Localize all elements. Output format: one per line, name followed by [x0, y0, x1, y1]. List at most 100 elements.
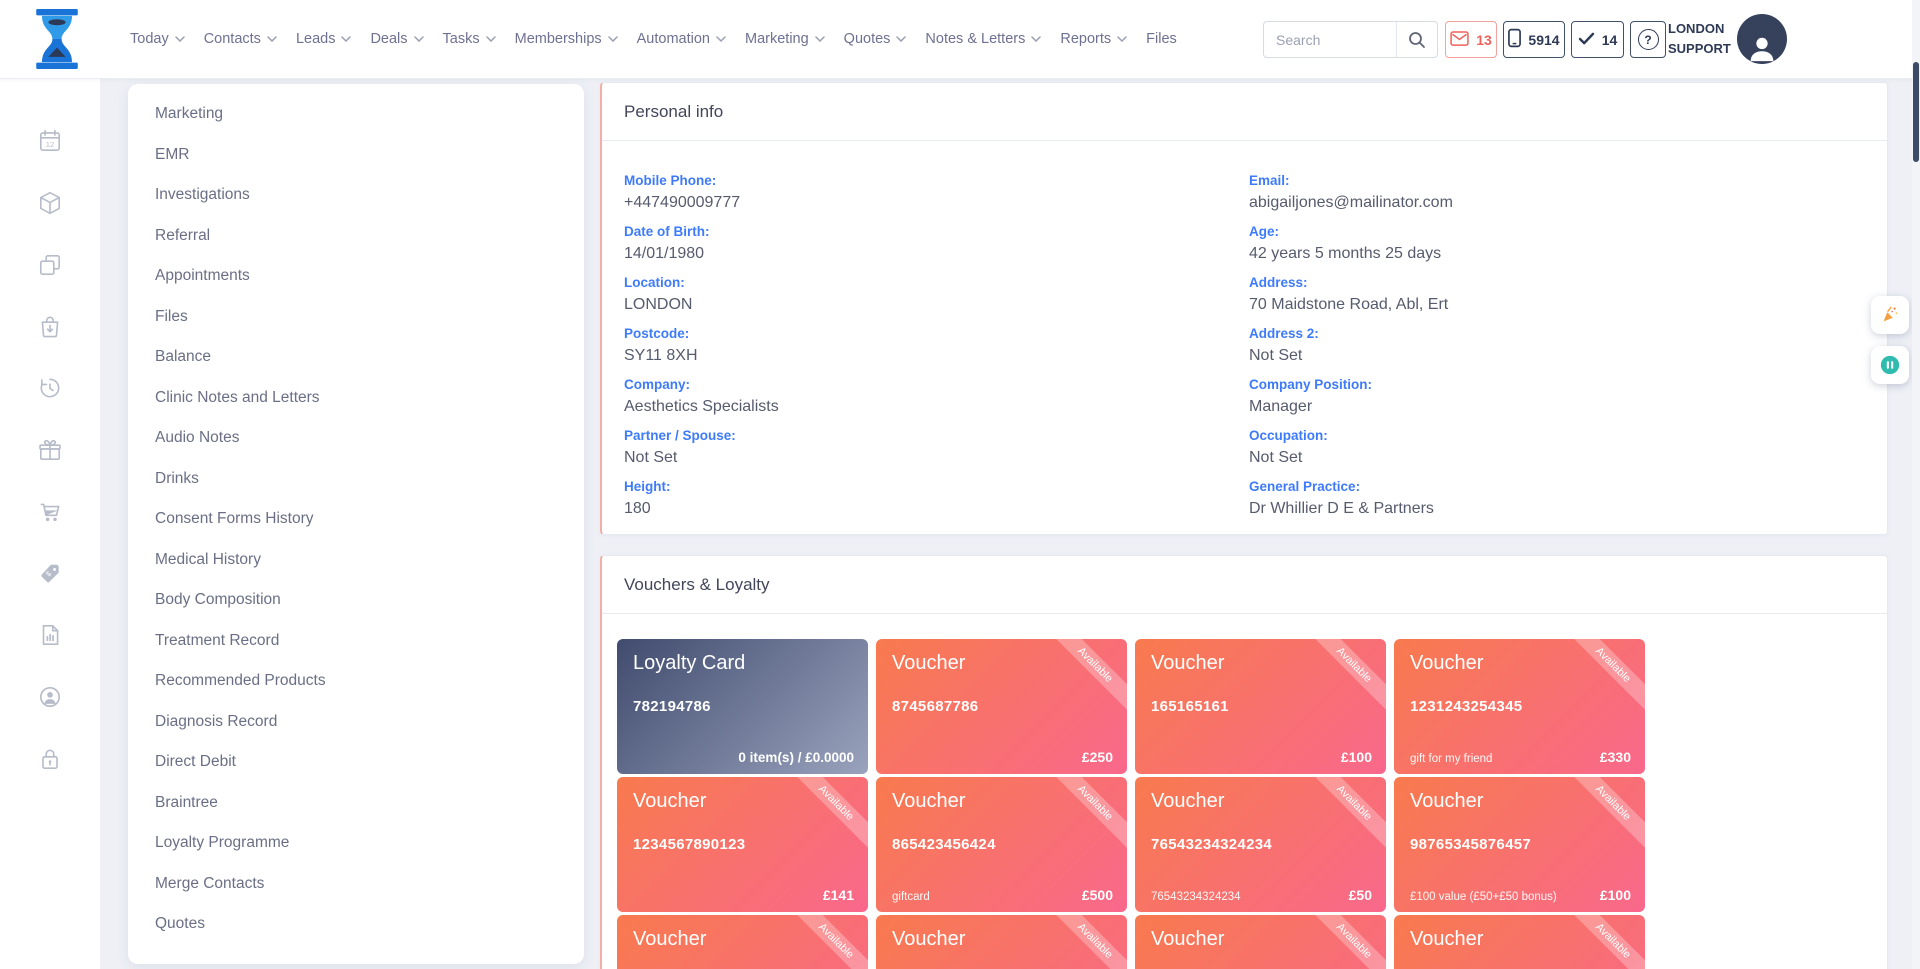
lock-icon[interactable] [37, 746, 63, 772]
nav-item-automation[interactable]: Automation [637, 31, 726, 47]
mail-icon [1450, 30, 1469, 49]
nav-item-quotes[interactable]: Quotes [844, 31, 907, 47]
avatar[interactable] [1737, 14, 1787, 64]
card-title: Voucher [892, 652, 966, 674]
question-mark-icon: ? [1637, 29, 1659, 50]
sidebar-item-medical-history[interactable]: Medical History [155, 550, 261, 568]
nav-item-tasks[interactable]: Tasks [443, 31, 496, 47]
card-number: 1231243254345 [1410, 698, 1523, 715]
card-title: Voucher [1410, 652, 1484, 674]
nav-item-today[interactable]: Today [130, 31, 185, 47]
sidebar-item-files[interactable]: Files [155, 307, 188, 325]
nav-item-marketing[interactable]: Marketing [745, 31, 825, 47]
voucher-card[interactable]: Voucher Available [876, 915, 1127, 969]
sidebar-item-drinks[interactable]: Drinks [155, 469, 199, 487]
help-button[interactable]: ? [1630, 21, 1666, 58]
field-label: General Practice: [1249, 479, 1361, 494]
tasks-done-badge[interactable]: 14 [1571, 21, 1624, 58]
sidebar-item-audio-notes[interactable]: Audio Notes [155, 429, 240, 447]
person-icon [1750, 37, 1774, 62]
sidebar-item-merge-contacts[interactable]: Merge Contacts [155, 874, 265, 892]
voucher-card[interactable]: Voucher 8745687786 Available £250 [876, 639, 1127, 774]
package-icon[interactable] [37, 190, 63, 216]
search-icon[interactable] [1396, 22, 1437, 57]
nav-item-files[interactable]: Files [1146, 31, 1177, 47]
price-tag-icon[interactable]: $ [37, 561, 63, 587]
sidebar-item-investigations[interactable]: Investigations [155, 186, 250, 204]
sidebar-item-appointments[interactable]: Appointments [155, 267, 250, 285]
card-amount: £250 [1081, 749, 1113, 765]
available-ribbon: Available [778, 915, 868, 969]
card-number: 782194786 [633, 698, 711, 715]
whats-new-button[interactable] [1871, 296, 1909, 334]
nav-item-contacts[interactable]: Contacts [204, 31, 277, 47]
chevron-down-icon [1031, 36, 1042, 42]
done-count: 14 [1601, 31, 1618, 48]
sidebar-item-clinic-notes-and-letters[interactable]: Clinic Notes and Letters [155, 388, 320, 406]
voucher-card[interactable]: Voucher Available [1135, 915, 1386, 969]
sidebar-item-marketing[interactable]: Marketing [155, 105, 224, 123]
sidebar-item-diagnosis-record[interactable]: Diagnosis Record [155, 712, 278, 730]
voucher-card[interactable]: Voucher 865423456424 Available giftcard £500 [876, 777, 1127, 912]
sidebar-item-treatment-record[interactable]: Treatment Record [155, 631, 280, 649]
voucher-card[interactable]: Voucher Available [617, 915, 868, 969]
nav-item-reports[interactable]: Reports [1060, 31, 1127, 47]
sidebar-item-direct-debit[interactable]: Direct Debit [155, 753, 236, 771]
account-icon[interactable] [37, 684, 63, 710]
nav-item-deals[interactable]: Deals [370, 31, 424, 47]
scrollbar-thumb[interactable] [1913, 62, 1919, 162]
voucher-card[interactable]: Voucher Available [1394, 915, 1645, 969]
calendar-icon[interactable]: 12 [37, 128, 63, 154]
sidebar-item-emr[interactable]: EMR [155, 145, 190, 163]
field-label: Company Position: [1249, 377, 1373, 392]
info-field-partner-spouse: Partner / Spouse: Not Set [624, 428, 1227, 468]
sidebar-item-loyalty-programme[interactable]: Loyalty Programme [155, 834, 290, 852]
shopping-bag-icon[interactable] [37, 313, 63, 339]
field-value: 14/01/1980 [624, 245, 705, 262]
info-field-address: Address: 70 Maidstone Road, Abl, Ert [1249, 275, 1887, 315]
field-label: Height: [624, 479, 671, 494]
nav-item-leads[interactable]: Leads [296, 31, 352, 47]
voucher-card[interactable]: Voucher 76543234324234 Available 7654323432… [1135, 777, 1386, 912]
card-number: 8745687786 [892, 698, 979, 715]
announcement-icon [1883, 306, 1898, 322]
sidebar-item-quotes[interactable]: Quotes [155, 915, 205, 933]
mail-badge[interactable]: 13 [1445, 21, 1497, 58]
personal-info-column-right: Email: abigailjones@mailinator.com Age: 42 … [1227, 173, 1887, 530]
svg-text:12: 12 [46, 140, 54, 149]
available-ribbon: Available [1296, 915, 1386, 969]
nav-item-memberships[interactable]: Memberships [515, 31, 618, 47]
report-icon[interactable] [37, 622, 63, 648]
chat-widget-button[interactable] [1871, 346, 1909, 384]
card-title: Voucher [892, 928, 966, 950]
card-note: £100 value (£50+£50 bonus) [1410, 891, 1557, 903]
user-name[interactable]: LONDON SUPPORT [1668, 21, 1731, 56]
voucher-card[interactable]: Voucher 1231243254345 Available gift for my… [1394, 639, 1645, 774]
cart-icon[interactable] [37, 499, 63, 525]
client-menu: Marketing EMR Investigations Referral Appoin… [128, 84, 584, 964]
sidebar-item-consent-forms-history[interactable]: Consent Forms History [155, 510, 314, 528]
chevron-down-icon [814, 36, 825, 42]
available-ribbon: Available [1037, 777, 1127, 867]
copy-icon[interactable] [37, 252, 63, 278]
sidebar-item-body-composition[interactable]: Body Composition [155, 591, 281, 609]
field-label: Occupation: [1249, 428, 1328, 443]
loyalty-card[interactable]: Loyalty Card 782194786 0 item(s) / £0.0000 [617, 639, 868, 774]
nav-item-notes-letters[interactable]: Notes & Letters [925, 31, 1042, 47]
gift-icon[interactable] [37, 437, 63, 463]
history-icon[interactable] [37, 375, 63, 401]
phone-badge[interactable]: 5914 [1503, 21, 1565, 58]
sidebar-item-recommended-products[interactable]: Recommended Products [155, 672, 326, 690]
voucher-card[interactable]: Voucher 98765345876457 Available £100 value… [1394, 777, 1645, 912]
card-number: 865423456424 [892, 836, 996, 853]
voucher-card[interactable]: Voucher 165165161 Available £100 [1135, 639, 1386, 774]
sidebar-item-referral[interactable]: Referral [155, 226, 211, 244]
card-title: Voucher [1410, 928, 1484, 950]
voucher-card[interactable]: Voucher 1234567890123 Available £141 [617, 777, 868, 912]
sidebar-item-balance[interactable]: Balance [155, 348, 212, 366]
field-value: Not Set [624, 449, 678, 466]
search-input[interactable] [1264, 22, 1396, 57]
sidebar-item-braintree[interactable]: Braintree [155, 793, 218, 811]
app-logo-hourglass-icon[interactable] [30, 9, 84, 69]
vouchers-title: Vouchers & Loyalty [602, 556, 1887, 614]
